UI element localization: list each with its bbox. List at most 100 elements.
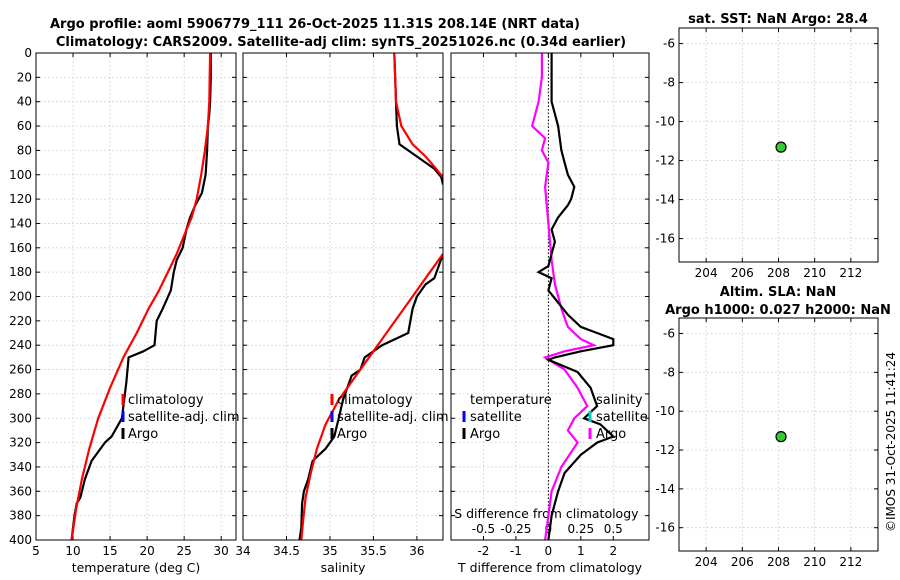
diff-series-salinity (530, 53, 598, 540)
sla-map-title-line2: Argo h1000: 0.027 h2000: NaN (665, 303, 891, 318)
temp-panel-ytick-label: 140 (9, 216, 32, 230)
temp-legend-label-0: climatology (128, 393, 204, 408)
temp-panel-ytick-label: 280 (9, 387, 32, 401)
temp-panel-ytick-label: 0 (24, 46, 32, 60)
temp-panel-ytick-label: 320 (9, 436, 32, 450)
sla-map-ytick-label: -16 (655, 521, 675, 535)
sal-series-argo (298, 253, 443, 540)
sal-legend-label-2: Argo (337, 427, 367, 442)
sal-panel-xtick-label: 35 (322, 544, 337, 558)
diff-panel-xtick-label: -1 (510, 544, 522, 558)
sal-panel-xtick-label: 35.5 (360, 544, 387, 558)
sla-map-xtick-label: 204 (695, 555, 718, 569)
sst-map-ytick-label: -12 (655, 154, 675, 168)
sal-panel-frame (242, 52, 444, 541)
temp-panel-xtick-label: 10 (65, 544, 80, 558)
temp-panel-ytick-label: 340 (9, 460, 32, 474)
temp-panel-xtick-label: 5 (32, 544, 40, 558)
sal-panel-xtick-label: 36 (409, 544, 424, 558)
sst-map-xtick-label: 208 (767, 266, 790, 280)
sla-map-xtick-label: 208 (767, 555, 790, 569)
diff-panel-xtick-label: 1 (577, 544, 585, 558)
sst-map-ytick-label: -16 (655, 232, 675, 246)
sal-legend-label-0: climatology (337, 393, 413, 408)
sst-map-xtick-label: 204 (695, 266, 718, 280)
sst-map-ytick-label: -6 (663, 37, 675, 51)
temp-legend-label-1: satellite-adj. clim (128, 410, 240, 425)
diff-s-tick-label: -0.25 (500, 522, 531, 536)
temp-panel-ytick-label: 360 (9, 484, 32, 498)
diff-legend-t-argo: Argo (470, 427, 500, 442)
sal-legend-label-1: satellite-adj. clim (337, 410, 449, 425)
sal-series-group (298, 53, 443, 540)
sst-map-xtick-label: 206 (731, 266, 754, 280)
temp-panel-ytick-label: 380 (9, 509, 32, 523)
diff-s-tick-label: -0.5 (472, 522, 495, 536)
diff-legend-salinity: salinity (596, 393, 643, 408)
sst-map-ytick-label: -10 (655, 115, 675, 129)
sla-map-argo-marker (775, 431, 787, 443)
diff-s-tick-label: 0.5 (604, 522, 623, 536)
temp-panel-ytick-label: 220 (9, 314, 32, 328)
sst-map-frame (678, 27, 879, 263)
temp-series-argo (70, 53, 212, 541)
diff-s-tick-label: 0.25 (567, 522, 594, 536)
sla-map-ytick-label: -14 (655, 482, 675, 496)
temp-panel-ytick-label: 180 (9, 265, 32, 279)
temp-panel-frame (35, 52, 237, 541)
sal-panel-xtick-label: 34 (235, 544, 250, 558)
temp-panel-ytick-label: 400 (9, 533, 32, 547)
sst-map-ytick-label: -8 (663, 76, 675, 90)
temp-panel-ytick-label: 160 (9, 241, 32, 255)
temp-panel-ytick-label: 300 (9, 411, 32, 425)
temp-panel-xtick-label: 15 (102, 544, 117, 558)
temp-panel-ytick-label: 240 (9, 338, 32, 352)
sst-map-xtick-label: 212 (839, 266, 862, 280)
sla-map-ytick-label: -12 (655, 443, 675, 457)
temp-panel-ytick-label: 40 (17, 95, 32, 109)
sla-map-ytick-label: -8 (663, 365, 675, 379)
diff-legend-temperature: temperature (470, 393, 552, 408)
diff-legend-s-satellite: satellite (596, 410, 648, 425)
temp-panel-xtick-label: 20 (139, 544, 154, 558)
temp-panel-ytick-label: 80 (17, 143, 32, 157)
diff-s-xlabel: S difference from climatology (454, 506, 639, 521)
timestamp-stamp: ©IMOS 31-Oct-2025 11:41:24 (884, 352, 898, 532)
sla-map-frame (678, 317, 879, 552)
sal-series-argo (393, 53, 443, 185)
temp-legend-label-2: Argo (128, 427, 158, 442)
diff-legend-s-argo: Argo (596, 427, 626, 442)
sal-xlabel: salinity (321, 560, 366, 575)
temp-panel-ytick-label: 20 (17, 70, 32, 84)
sst-map-title: sat. SST: NaN Argo: 28.4 (688, 12, 868, 27)
temp-panel-xtick-label: 25 (177, 544, 192, 558)
sst-map-argo-marker (775, 141, 787, 153)
temp-series-climatology (70, 52, 212, 541)
diff-panel-xtick-label: 0 (545, 544, 553, 558)
figure-title-line2: Climatology: CARS2009. Satellite-adj cli… (56, 35, 626, 50)
sla-map-ytick-label: -6 (663, 327, 675, 341)
sla-map-xtick-label: 212 (839, 555, 862, 569)
sla-map-ytick-label: -10 (655, 404, 675, 418)
temp-panel-ytick-label: 120 (9, 192, 32, 206)
sla-map-xtick-label: 206 (731, 555, 754, 569)
temp-panel-ytick-label: 260 (9, 363, 32, 377)
sst-map-ytick-label: -14 (655, 193, 675, 207)
diff-panel-frame (450, 52, 650, 541)
diff-legend-t-satellite: satellite (470, 410, 522, 425)
temp-panel-ytick-label: 200 (9, 290, 32, 304)
sst-map-xtick-label: 210 (803, 266, 826, 280)
diff-s-tick-label: 0 (545, 522, 553, 536)
diff-panel-xtick-label: -2 (477, 544, 489, 558)
sal-series-climatology (300, 253, 443, 540)
diff-series-temperature (536, 53, 616, 540)
diff-panel-xtick-label: 2 (609, 544, 617, 558)
sal-panel-xtick-label: 34.5 (273, 544, 300, 558)
diff-xlabel: T difference from climatology (457, 560, 643, 575)
sla-map-title-line1: Altim. SLA: NaN (720, 285, 836, 300)
temp-panel-ytick-label: 100 (9, 168, 32, 182)
temp-panel-xtick-label: 30 (214, 544, 229, 558)
temp-panel-ytick-label: 60 (17, 119, 32, 133)
sla-map-xtick-label: 210 (803, 555, 826, 569)
